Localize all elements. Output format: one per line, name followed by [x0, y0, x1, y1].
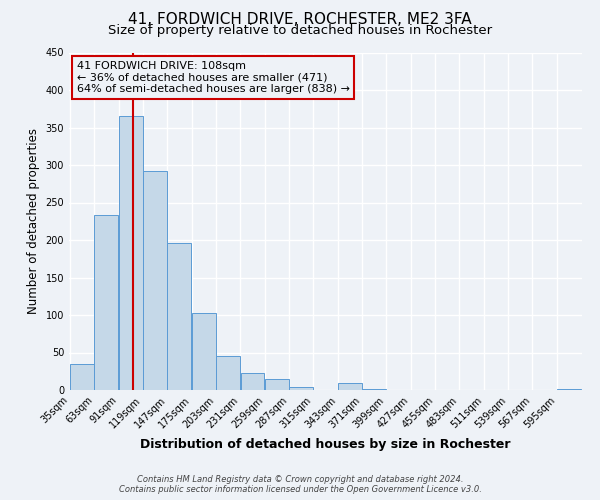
Bar	[265, 379, 289, 390]
Bar	[557, 388, 581, 390]
Bar	[241, 373, 265, 390]
Bar	[362, 389, 386, 390]
Bar	[94, 215, 118, 390]
Bar	[119, 116, 143, 390]
Bar	[338, 382, 362, 390]
X-axis label: Distribution of detached houses by size in Rochester: Distribution of detached houses by size …	[140, 438, 511, 451]
Text: Contains HM Land Registry data © Crown copyright and database right 2024.
Contai: Contains HM Land Registry data © Crown c…	[119, 474, 481, 494]
Text: Size of property relative to detached houses in Rochester: Size of property relative to detached ho…	[108, 24, 492, 37]
Y-axis label: Number of detached properties: Number of detached properties	[27, 128, 40, 314]
Text: 41, FORDWICH DRIVE, ROCHESTER, ME2 3FA: 41, FORDWICH DRIVE, ROCHESTER, ME2 3FA	[128, 12, 472, 28]
Bar	[192, 313, 216, 390]
Bar	[70, 364, 94, 390]
Bar	[143, 171, 167, 390]
Bar	[216, 356, 240, 390]
Bar	[289, 387, 313, 390]
Bar	[167, 243, 191, 390]
Text: 41 FORDWICH DRIVE: 108sqm
← 36% of detached houses are smaller (471)
64% of semi: 41 FORDWICH DRIVE: 108sqm ← 36% of detac…	[77, 61, 350, 94]
